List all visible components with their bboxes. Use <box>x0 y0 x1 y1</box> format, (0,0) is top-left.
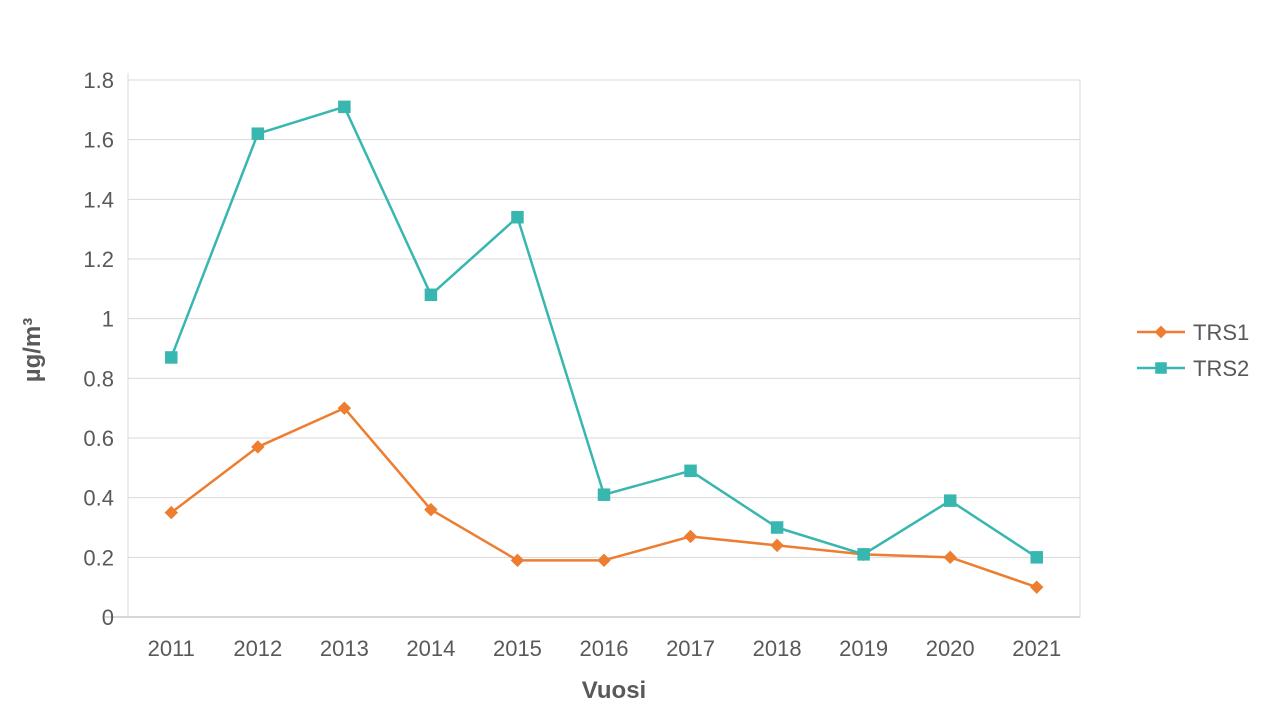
data-point-trs1 <box>424 502 438 517</box>
data-point-trs1 <box>510 553 525 568</box>
data-point-trs1 <box>597 553 611 568</box>
x-tick-label: 2018 <box>753 636 802 661</box>
data-point-trs1 <box>683 529 698 544</box>
y-tick-label: 0.4 <box>83 486 114 511</box>
y-tick-label: 1.8 <box>83 68 114 93</box>
data-point-trs2 <box>684 464 697 478</box>
data-point-trs2 <box>943 494 957 507</box>
x-tick-label: 2016 <box>580 636 629 661</box>
legend-label: TRS1 <box>1193 320 1249 345</box>
data-point-trs1 <box>770 538 784 553</box>
data-point-trs1 <box>943 550 957 565</box>
x-tick-label: 2013 <box>320 636 369 661</box>
y-tick-label: 0 <box>102 605 114 630</box>
y-tick-label: 1 <box>102 307 114 332</box>
y-tick-label: 1.2 <box>83 247 114 272</box>
data-point-trs2 <box>770 521 784 534</box>
data-point-trs2 <box>165 351 178 364</box>
legend-item: TRS2 <box>1137 356 1249 381</box>
y-tick-label: 0.2 <box>83 545 114 570</box>
x-tick-label: 2019 <box>839 636 888 661</box>
data-point-trs2 <box>424 288 438 302</box>
x-axis-title: Vuosi <box>582 677 646 704</box>
data-point-trs1 <box>164 505 178 520</box>
data-point-trs1 <box>337 401 352 415</box>
data-point-trs2 <box>338 100 351 114</box>
y-tick-label: 0.6 <box>83 426 114 451</box>
data-point-trs2 <box>597 488 611 501</box>
x-tick-label: 2021 <box>1012 636 1061 661</box>
legend-item: TRS1 <box>1137 320 1249 345</box>
data-point-trs1 <box>1030 580 1044 594</box>
legend-marker-square <box>1155 362 1167 374</box>
y-axis-title: µg/m³ <box>19 318 46 383</box>
y-tick-label: 0.8 <box>83 366 114 391</box>
data-point-trs2 <box>857 548 870 561</box>
legend-marker-diamond <box>1154 325 1168 339</box>
x-tick-label: 2020 <box>926 636 975 661</box>
x-tick-label: 2011 <box>148 636 195 661</box>
data-point-trs2 <box>511 210 524 224</box>
x-tick-label: 2017 <box>666 636 715 661</box>
y-tick-label: 1.4 <box>83 187 114 212</box>
x-tick-label: 2012 <box>233 636 282 661</box>
y-tick-label: 1.6 <box>83 128 114 153</box>
data-point-trs2 <box>1030 551 1043 564</box>
x-tick-label: 2015 <box>493 636 542 661</box>
legend-label: TRS2 <box>1193 356 1249 381</box>
x-tick-label: 2014 <box>406 636 455 661</box>
data-point-trs2 <box>251 127 265 140</box>
